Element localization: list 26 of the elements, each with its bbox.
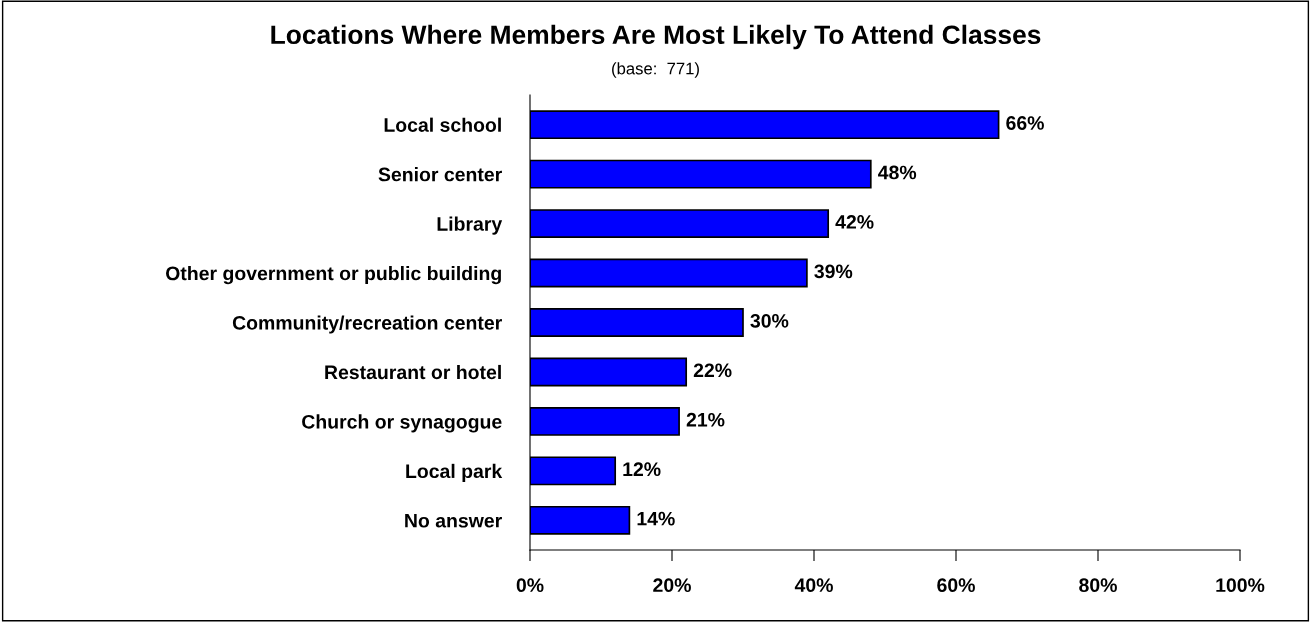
x-tick-label: 100% <box>1216 578 1265 593</box>
y-tick-label: Church or synagogue <box>302 414 502 433</box>
data-label: 12% <box>623 462 661 477</box>
data-label: 14% <box>637 511 675 526</box>
data-label: 42% <box>835 215 874 229</box>
y-tick-label: Local school <box>384 117 501 132</box>
data-label: 48% <box>878 165 917 180</box>
x-tick-label: 60% <box>937 578 975 593</box>
y-tick-label: Restaurant or hotel <box>325 364 501 380</box>
text: (base: 771) <box>612 62 699 78</box>
y-tick-label: Library <box>437 216 503 235</box>
x-tick-label: 80% <box>1079 578 1117 593</box>
x-tick-label: 0% <box>516 578 544 593</box>
x-tick-label: 20% <box>653 578 691 593</box>
data-label: 22% <box>693 363 732 378</box>
y-tick-label: Other government or public building <box>166 266 501 285</box>
data-label: 39% <box>814 264 853 279</box>
data-label: 30% <box>750 313 789 328</box>
data-label: 21% <box>686 412 725 427</box>
y-tick-label: Senior center <box>378 167 502 182</box>
chart-title: Locations Where Members Are Most Likely To Attend Classes <box>271 24 1041 50</box>
y-tick-label: No answer <box>405 513 502 528</box>
x-tick-label: 40% <box>794 578 833 593</box>
data-label: 66% <box>1006 116 1044 130</box>
y-tick-label: Community/recreation center <box>232 315 502 334</box>
y-tick-label: Local park <box>406 463 503 482</box>
